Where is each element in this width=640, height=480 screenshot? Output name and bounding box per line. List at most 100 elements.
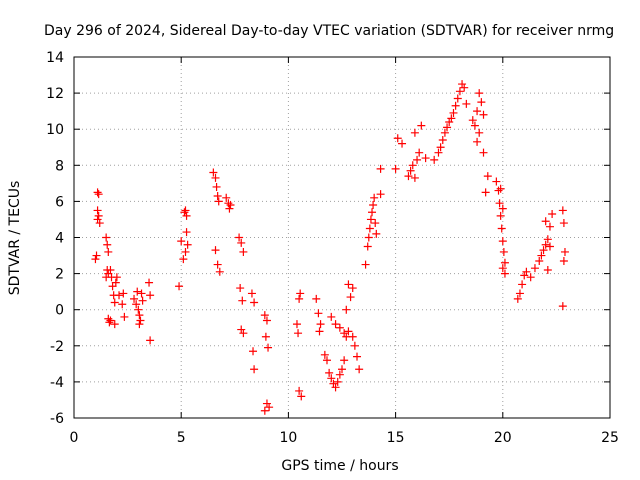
data-point	[111, 278, 120, 287]
y-tick-label: 14	[46, 50, 64, 66]
data-point	[355, 365, 364, 374]
x-tick-label: 0	[70, 430, 79, 446]
data-point	[430, 155, 439, 164]
data-point	[498, 204, 507, 213]
data-point	[209, 168, 218, 177]
data-point	[325, 368, 334, 377]
data-point	[146, 291, 155, 300]
data-point	[436, 143, 445, 152]
y-tick-label: 2	[55, 267, 64, 283]
data-point	[247, 289, 256, 298]
data-point	[497, 224, 506, 233]
data-point	[473, 137, 482, 146]
data-point	[376, 164, 385, 173]
data-point	[541, 217, 550, 226]
data-point	[103, 240, 112, 249]
data-point	[335, 323, 344, 332]
y-tick-label: 12	[46, 86, 64, 102]
data-point	[522, 267, 531, 276]
data-point	[237, 325, 246, 334]
data-point	[316, 320, 325, 329]
data-point	[314, 309, 323, 318]
data-point	[250, 365, 259, 374]
data-point	[222, 193, 231, 202]
x-axis-label: GPS time / hours	[281, 458, 398, 474]
data-point	[224, 199, 233, 208]
data-point	[440, 128, 449, 137]
data-point	[239, 247, 248, 256]
data-point	[340, 356, 349, 365]
data-point	[513, 294, 522, 303]
data-point	[215, 267, 224, 276]
data-point	[537, 251, 546, 260]
data-point	[183, 240, 192, 249]
data-point	[333, 377, 342, 386]
data-point	[105, 318, 114, 327]
data-point	[348, 332, 357, 341]
data-point	[518, 280, 527, 289]
data-point	[236, 284, 245, 293]
data-point	[368, 208, 377, 217]
data-point	[498, 237, 507, 246]
data-point	[118, 300, 127, 309]
data-point	[492, 177, 501, 186]
data-point	[182, 228, 191, 237]
data-point	[410, 173, 419, 182]
data-point	[214, 197, 223, 206]
data-point	[391, 164, 400, 173]
data-point	[447, 114, 456, 123]
data-point	[475, 89, 484, 98]
data-point	[541, 240, 550, 249]
data-point	[481, 188, 490, 197]
data-point	[92, 251, 101, 260]
data-point	[500, 269, 509, 278]
data-point	[115, 291, 124, 300]
data-point	[133, 287, 142, 296]
data-point	[295, 294, 304, 303]
y-tick-label: 6	[55, 194, 64, 210]
x-tick-label: 5	[177, 430, 186, 446]
data-point	[182, 211, 191, 220]
data-point	[104, 247, 113, 256]
data-point	[406, 166, 415, 175]
data-point	[327, 374, 336, 383]
data-point	[545, 222, 554, 231]
data-point	[364, 233, 373, 242]
data-point	[91, 255, 100, 264]
data-point	[137, 289, 146, 298]
data-point	[344, 280, 353, 289]
data-point	[479, 110, 488, 119]
data-point	[135, 320, 144, 329]
data-point	[475, 128, 484, 137]
data-point	[94, 211, 103, 220]
y-tick-label: 10	[46, 122, 64, 138]
data-point	[249, 347, 258, 356]
data-point	[239, 329, 248, 338]
data-point	[453, 94, 462, 103]
data-point	[460, 83, 469, 92]
data-point	[342, 305, 351, 314]
data-point	[543, 265, 552, 274]
data-point	[404, 172, 413, 181]
x-tick-label: 15	[387, 430, 405, 446]
data-point	[110, 298, 119, 307]
data-point	[468, 116, 477, 125]
data-point	[369, 201, 378, 210]
data-point	[93, 206, 102, 215]
data-point	[312, 294, 321, 303]
data-point	[260, 406, 269, 415]
data-point	[353, 352, 362, 361]
data-point	[104, 314, 113, 323]
data-point	[211, 246, 220, 255]
data-point	[175, 282, 184, 291]
y-tick-label: -4	[50, 375, 64, 391]
data-point	[539, 246, 548, 255]
data-point	[462, 99, 471, 108]
data-point	[95, 219, 104, 228]
data-point	[558, 302, 567, 311]
data-point	[445, 117, 454, 126]
y-tick-label: -2	[50, 339, 64, 355]
data-point	[120, 312, 129, 321]
data-point	[264, 343, 273, 352]
